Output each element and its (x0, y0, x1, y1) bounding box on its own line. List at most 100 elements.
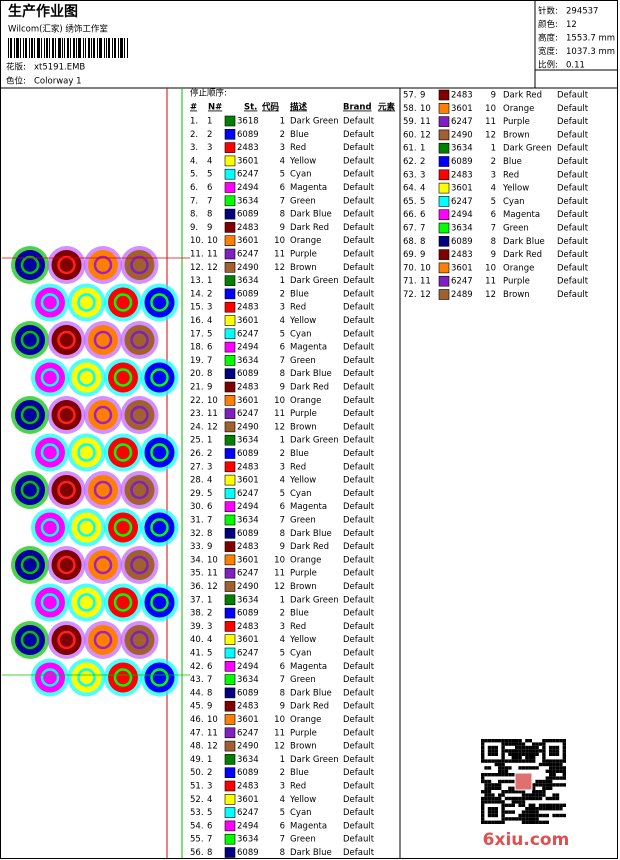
stop-number: 11 (485, 277, 496, 287)
qr-module (498, 769, 502, 773)
motif (88, 550, 118, 580)
motif-ring (40, 293, 60, 312)
bar (67, 38, 69, 58)
qr-module (491, 796, 495, 801)
color-swatch (224, 248, 236, 260)
qr-module (535, 745, 539, 750)
qr-module (508, 779, 512, 784)
qr-module (484, 773, 488, 777)
qr-module (481, 817, 485, 821)
description: Cyan (503, 197, 525, 207)
qr-module (532, 759, 536, 763)
color-swatch (438, 289, 450, 300)
stop-row: 39. 3 2483 3 Red Default (190, 621, 375, 632)
description: Orange (290, 715, 321, 725)
color-swatch (224, 793, 236, 805)
description: Orange (290, 236, 321, 246)
qr-module (532, 786, 536, 790)
qr-module (535, 817, 539, 821)
color-swatch (224, 780, 236, 792)
qr-module (525, 756, 529, 760)
row-number: 48. (190, 742, 204, 752)
needle: 11 (207, 409, 218, 419)
color-swatch (224, 195, 236, 207)
row-number: 29. (190, 489, 204, 499)
motif (15, 250, 45, 280)
qr-module (542, 756, 546, 760)
qr-module (542, 779, 546, 784)
row-number: 26. (190, 449, 204, 459)
needle: 1 (420, 144, 425, 154)
qr-module (552, 803, 556, 807)
motif-ring (130, 555, 149, 575)
qr-module (559, 759, 563, 763)
thread-code: 6247 (237, 409, 259, 419)
stop-number: 8 (280, 688, 285, 698)
motif (108, 287, 138, 318)
color-swatch (224, 328, 236, 340)
needle: 2 (207, 449, 212, 459)
color-swatch (224, 208, 236, 220)
bar (108, 38, 110, 58)
qr-module (481, 749, 485, 753)
qr-module (504, 810, 509, 814)
stop-row: 61. 1 3634 1 Dark Green Default (403, 142, 589, 154)
stop-row: 11. 11 6247 11 Purple Default (190, 248, 375, 260)
brand: Default (343, 542, 375, 552)
needle: 12 (207, 422, 218, 432)
thread-code: 2483 (237, 143, 259, 153)
stop-row: 58. 10 3601 10 Orange Default (403, 103, 589, 114)
thread-code: 2489 (451, 290, 473, 300)
brand: Default (343, 303, 375, 313)
description: Blue (290, 130, 309, 140)
motif-ring (93, 555, 113, 575)
needle: 7 (420, 224, 425, 234)
qr-module (535, 810, 539, 814)
qr-module (487, 786, 492, 790)
row-number: 39. (190, 622, 204, 632)
motif (88, 250, 118, 280)
qr-code (481, 739, 566, 824)
qr-module (491, 807, 495, 811)
qr-module (535, 783, 539, 787)
color-swatch (224, 434, 236, 446)
stop-row: 27. 3 2483 3 Red Default (190, 461, 375, 472)
qr-module (549, 807, 553, 811)
qr-module (538, 803, 543, 807)
qr-module (562, 813, 566, 818)
color-swatch (224, 554, 236, 566)
stop-row: 57. 9 2483 9 Dark Red Default (403, 89, 589, 101)
motif (71, 437, 102, 468)
description: Dark Green (503, 144, 552, 154)
thread-code: 6089 (237, 609, 259, 619)
row-number: 72. (403, 290, 417, 300)
qr-module (521, 813, 526, 818)
thread-code: 3634 (451, 144, 473, 154)
description: Purple (503, 117, 530, 127)
color-swatch (224, 833, 236, 845)
qr-module (504, 739, 509, 743)
qr-module (481, 773, 485, 777)
motif (88, 625, 118, 655)
needle: 10 (207, 396, 218, 406)
stop-number: 10 (274, 715, 285, 725)
qr-module (549, 759, 553, 763)
qr-module (559, 813, 563, 818)
description: Magenta (290, 502, 327, 512)
bar (93, 38, 95, 58)
qr-module (481, 776, 485, 780)
color-swatch (224, 581, 236, 592)
qr-module (487, 793, 492, 797)
brand: Default (343, 250, 375, 260)
table-caption: 停止顺序: (190, 88, 227, 99)
qr-module (549, 776, 553, 780)
qr-module (525, 796, 529, 801)
stop-number: 5 (280, 329, 285, 339)
stop-number: 10 (274, 396, 285, 406)
needle: 1 (207, 117, 212, 127)
qr-module (487, 752, 492, 756)
qr-module (508, 766, 512, 770)
qr-module (525, 749, 529, 753)
qr-module (552, 813, 556, 818)
stop-row: 1. 1 3618 1 Dark Green Default (190, 115, 375, 127)
